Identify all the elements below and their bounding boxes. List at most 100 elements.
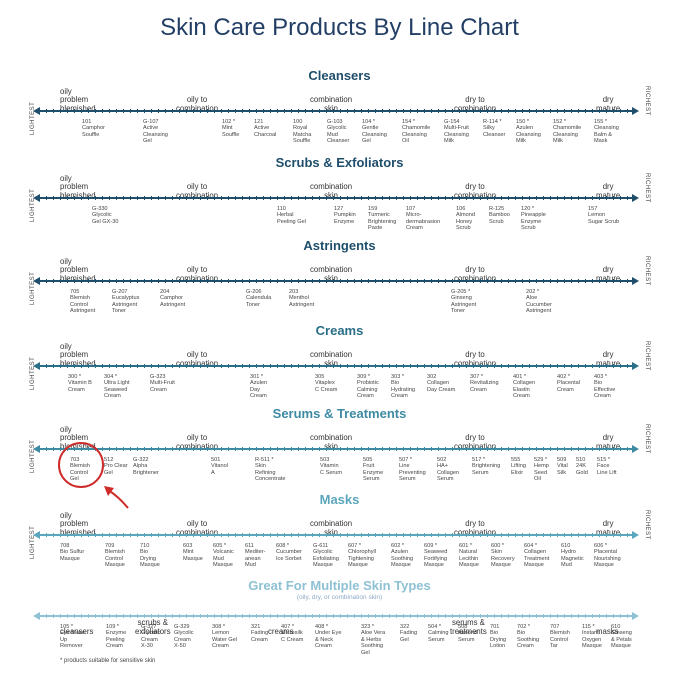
axis-tick <box>368 364 369 368</box>
skin-type-label: oily problem blemished <box>60 256 96 283</box>
axis-tick <box>277 279 278 283</box>
axis-tick <box>494 109 495 113</box>
axis-tick <box>340 196 341 200</box>
product-label: R-125 Bamboo Scrub <box>489 206 510 225</box>
axis-tick <box>599 109 600 113</box>
axis-tick <box>340 279 341 283</box>
axis-tick <box>368 196 369 200</box>
axis-tick <box>298 614 299 618</box>
axis-tick <box>270 279 271 283</box>
axis-tick <box>172 614 173 618</box>
axis-tick <box>179 614 180 618</box>
product-label: 204 Camphor Astringent <box>160 289 186 308</box>
axis-tick <box>585 279 586 283</box>
axis-tick <box>396 279 397 283</box>
axis-tick <box>459 447 460 451</box>
skin-type-label: combination skin <box>310 433 353 451</box>
axis-tick <box>487 364 488 368</box>
axis-arrow-left <box>33 612 40 620</box>
product-label: 106 Almond Honey Scrub <box>456 206 475 232</box>
axis-tick <box>305 447 306 451</box>
axis-tick <box>403 447 404 451</box>
axis-tick <box>312 447 313 451</box>
axis-tick <box>487 614 488 618</box>
product-label: 601 * Natural Lecithin Masque <box>459 543 479 569</box>
axis-tick <box>284 279 285 283</box>
axis-arrow-left <box>33 107 40 115</box>
axis-arrow-left <box>33 277 40 285</box>
axis-tick <box>536 109 537 113</box>
axis-tick <box>347 447 348 451</box>
axis-tick <box>578 196 579 200</box>
axis-tick <box>319 279 320 283</box>
axis-tick <box>557 109 558 113</box>
axis-tick <box>354 279 355 283</box>
category-label: scrubs & exfoliators <box>135 618 171 636</box>
axis-tick <box>158 614 159 618</box>
axis-tick <box>228 364 229 368</box>
axis-tick <box>382 614 383 618</box>
axis-tick <box>186 364 187 368</box>
axis-tick <box>263 447 264 451</box>
axis-tick <box>382 109 383 113</box>
axis-tick <box>459 279 460 283</box>
axis-tick <box>319 614 320 618</box>
axis-tick <box>382 533 383 537</box>
axis-tick <box>564 109 565 113</box>
product-label: 502 HA+ Collagen Serum <box>437 457 460 483</box>
axis-tick <box>228 533 229 537</box>
axis-tick <box>312 109 313 113</box>
axis-tick <box>242 109 243 113</box>
axis-arrow-right <box>632 531 639 539</box>
axis-tick <box>431 109 432 113</box>
skin-type-label: oily problem blemished <box>60 86 96 113</box>
axis-arrow-right <box>632 194 639 202</box>
axis-tick <box>473 364 474 368</box>
axis-tick <box>151 614 152 618</box>
axis-tick <box>473 196 474 200</box>
axis-tick <box>109 533 110 537</box>
product-label: 602 * Azulen Soothing Masque <box>391 543 414 569</box>
axis-tick <box>312 614 313 618</box>
axis-tick <box>543 614 544 618</box>
axis-tick <box>60 364 61 368</box>
axis-tick <box>501 109 502 113</box>
axis-tick <box>389 109 390 113</box>
axis-tick <box>186 447 187 451</box>
axis-tick <box>501 364 502 368</box>
axis-tick <box>410 109 411 113</box>
axis-tick <box>613 447 614 451</box>
axis-tick <box>186 109 187 113</box>
axis-tick <box>592 614 593 618</box>
axis-tick <box>298 279 299 283</box>
axis-tick <box>487 533 488 537</box>
axis-tick <box>396 196 397 200</box>
product-label: G-207 Eucalyptus Astringent Toner <box>112 289 140 315</box>
axis-tick <box>522 447 523 451</box>
product-label: 604 * Collagen Treatment Masque <box>524 543 550 569</box>
axis-arrow-left <box>33 445 40 453</box>
axis-tick <box>158 196 159 200</box>
axis-tick <box>193 109 194 113</box>
axis-tick <box>599 614 600 618</box>
axis-tick <box>585 533 586 537</box>
axis-tick <box>256 533 257 537</box>
axis-tick <box>221 533 222 537</box>
axis-tick <box>60 279 61 283</box>
axis-tick <box>585 364 586 368</box>
axis-tick <box>403 109 404 113</box>
product-label: 202 * Aloe Cucumber Astringent <box>526 289 552 315</box>
axis-tick <box>95 364 96 368</box>
axis-tick <box>207 614 208 618</box>
axis-tick <box>186 196 187 200</box>
axis-tick <box>319 533 320 537</box>
axis-tick <box>200 533 201 537</box>
axis-tick <box>193 447 194 451</box>
skin-type-label: dry mature <box>596 95 621 113</box>
axis-tick <box>599 279 600 283</box>
axis-tick <box>452 109 453 113</box>
axis-tick <box>361 196 362 200</box>
axis-tick <box>312 196 313 200</box>
axis-tick <box>333 364 334 368</box>
axis-tick <box>466 279 467 283</box>
